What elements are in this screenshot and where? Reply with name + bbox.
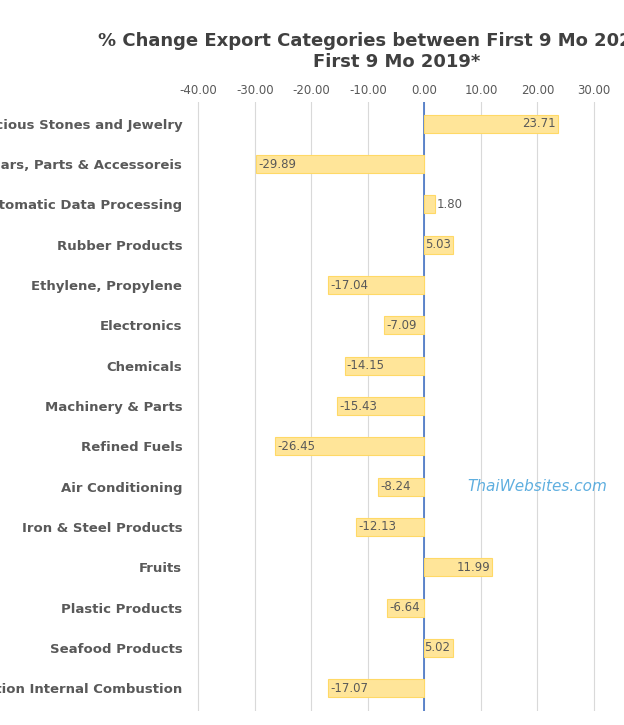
Text: 5.02: 5.02: [424, 642, 451, 655]
Text: -15.43: -15.43: [339, 399, 378, 413]
Text: 1.80: 1.80: [436, 198, 462, 211]
Bar: [424, 639, 453, 657]
Text: -17.07: -17.07: [330, 682, 368, 695]
Bar: [387, 599, 424, 617]
Text: -14.15: -14.15: [347, 359, 385, 372]
Bar: [356, 518, 424, 536]
Text: 5.03: 5.03: [425, 239, 451, 251]
Bar: [424, 115, 558, 133]
Text: -17.04: -17.04: [331, 278, 369, 291]
Text: 11.99: 11.99: [456, 561, 490, 573]
Text: 23.71: 23.71: [522, 117, 556, 130]
Title: % Change Export Categories between First 9 Mo 2020, and
First 9 Mo 2019*: % Change Export Categories between First…: [98, 32, 624, 71]
Text: -29.89: -29.89: [258, 157, 296, 170]
Bar: [338, 397, 424, 415]
Bar: [424, 195, 435, 213]
Text: -7.09: -7.09: [387, 319, 417, 332]
Bar: [328, 276, 424, 294]
Bar: [256, 155, 424, 173]
Text: -6.64: -6.64: [389, 601, 420, 614]
Bar: [424, 558, 492, 576]
Bar: [275, 437, 424, 455]
Text: -8.24: -8.24: [380, 480, 411, 493]
Bar: [328, 679, 424, 697]
Bar: [344, 357, 424, 375]
Text: -12.13: -12.13: [358, 521, 396, 534]
Text: ThaiWebsites.com: ThaiWebsites.com: [467, 479, 607, 494]
Bar: [378, 478, 424, 496]
Text: -26.45: -26.45: [277, 440, 315, 453]
Bar: [424, 236, 453, 254]
Bar: [384, 316, 424, 334]
